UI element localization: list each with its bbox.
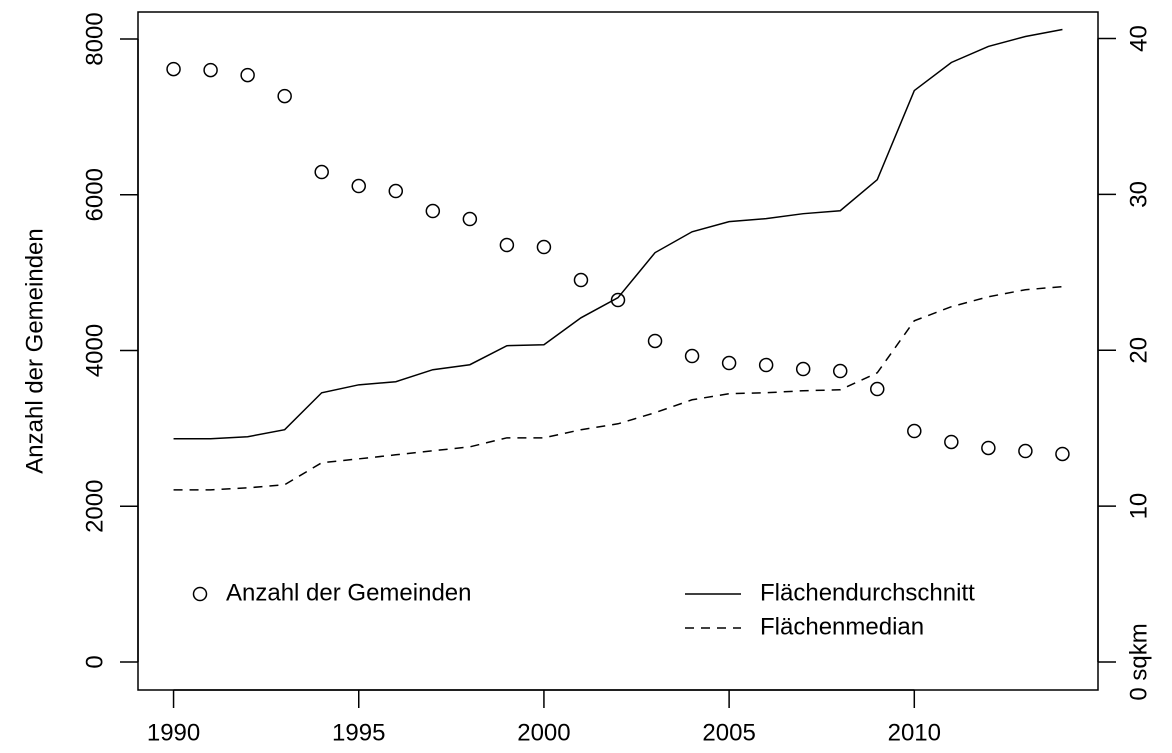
point: [684, 348, 700, 364]
point: [944, 434, 959, 450]
point: [647, 333, 663, 349]
point: [536, 239, 552, 255]
point: [1055, 446, 1070, 462]
y2-tick-label: 10: [1125, 493, 1152, 520]
x-tick-label: 1990: [147, 719, 200, 746]
y-tick-label: 4000: [81, 324, 108, 377]
point: [573, 272, 589, 288]
y-tick-label: 2000: [81, 480, 108, 533]
point: [721, 355, 737, 371]
y-tick-label: 8000: [81, 12, 108, 65]
point: [795, 361, 811, 377]
point: [499, 237, 515, 253]
legend-marker: [192, 586, 208, 602]
y2-tick-label: 40: [1125, 25, 1152, 52]
point: [351, 178, 366, 194]
point: [981, 440, 996, 456]
y-tick-label: 0: [81, 655, 108, 668]
point: [462, 211, 478, 227]
y2-tick-label: 30: [1125, 181, 1152, 208]
line: [173, 28, 1063, 440]
y2-tick-label: 0 sqkm: [1125, 623, 1152, 700]
x-tick-label: 2000: [517, 719, 570, 746]
legend-label: Flächenmedian: [760, 613, 924, 640]
point: [832, 363, 848, 379]
point: [1018, 443, 1033, 459]
y2-tick-label: 20: [1125, 337, 1152, 364]
point: [870, 381, 885, 397]
point: [907, 423, 922, 439]
x-tick-label: 2010: [888, 719, 941, 746]
point: [314, 164, 329, 180]
y-tick-label: 6000: [81, 168, 108, 221]
point: [610, 292, 626, 308]
line: [173, 285, 1063, 491]
point: [166, 61, 181, 77]
point: [388, 183, 404, 199]
legend-label: Anzahl der Gemeinden: [226, 579, 471, 606]
point: [277, 88, 292, 104]
legend-label: Flächendurchschnitt: [760, 579, 975, 606]
x-tick-label: 2005: [702, 719, 755, 746]
point: [425, 203, 441, 219]
x-tick-label: 1995: [332, 719, 385, 746]
y-axis-label: Anzahl der Gemeinden: [21, 228, 48, 473]
point: [758, 357, 774, 373]
point: [240, 67, 255, 83]
point: [203, 62, 218, 78]
